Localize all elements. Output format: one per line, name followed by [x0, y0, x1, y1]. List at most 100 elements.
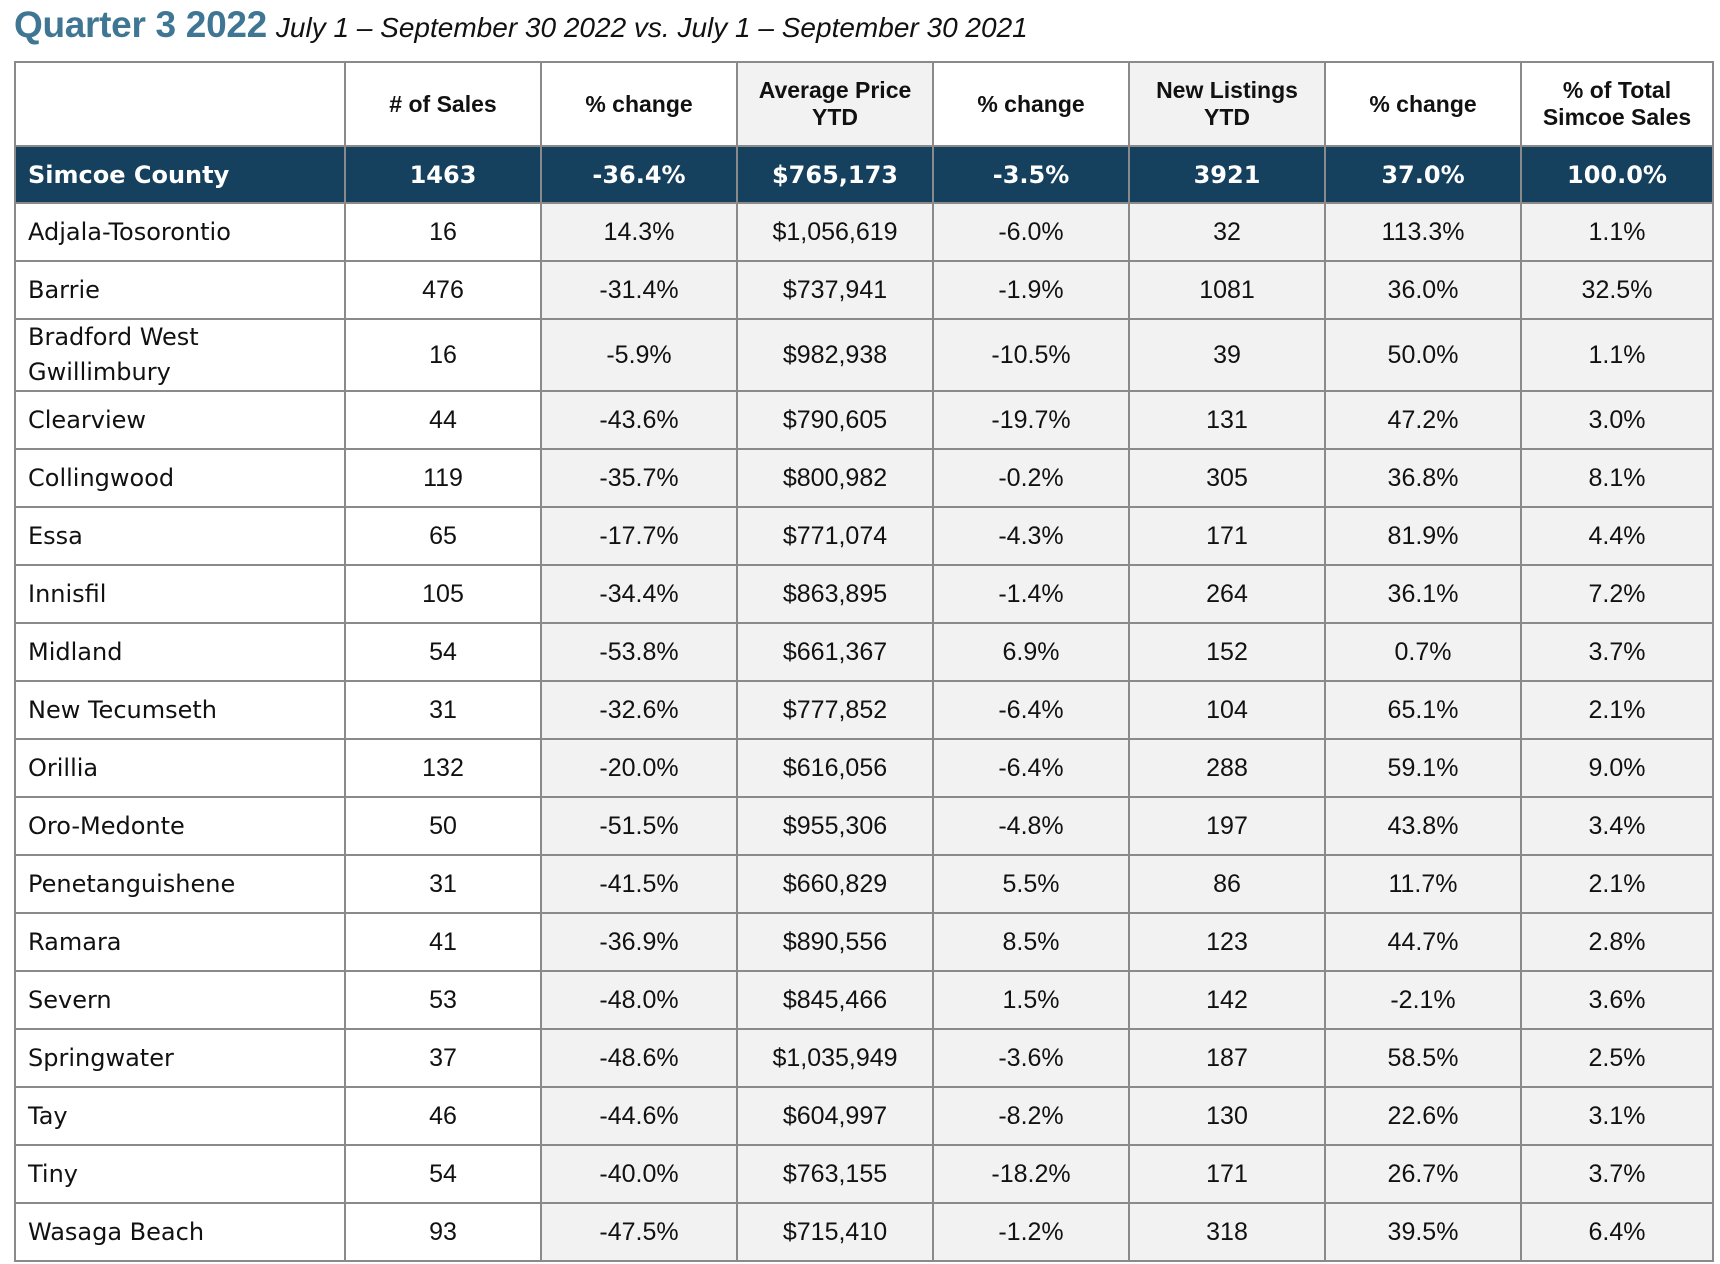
cell-price-change: 6.9% [932, 622, 1130, 682]
cell-listings: 131 [1128, 390, 1326, 450]
cell-listings: 130 [1128, 1086, 1326, 1146]
cell-listings: 123 [1128, 912, 1326, 972]
table-row: Adjala-Tosorontio 16 14.3% $1,056,619 -6.0% 3… [14, 202, 1714, 262]
cell-share: 3.1% [1520, 1086, 1714, 1146]
table-row: Wasaga Beach 93 -47.5% $715,410 -1.2% 318 39.5… [14, 1202, 1714, 1262]
cell-price-change: -0.2% [932, 448, 1130, 508]
cell-sales-change: -36.9% [540, 912, 738, 972]
cell-sales: 93 [344, 1202, 542, 1262]
header-share-line2: Simcoe Sales [1542, 104, 1692, 130]
cell-share: 4.4% [1520, 506, 1714, 566]
cell-price-change: 1.5% [932, 970, 1130, 1030]
cell-area: Clearview [14, 390, 346, 450]
cell-sales-change: -17.7% [540, 506, 738, 566]
cell-avg-price: $737,941 [736, 260, 934, 320]
table-body: Simcoe County 1463 -36.4% $765,173 -3.5%… [14, 145, 1714, 1262]
cell-area: Bradford West Gwillimbury [14, 318, 346, 392]
cell-share: 9.0% [1520, 738, 1714, 798]
header-avg-price-line1: Average Price [758, 77, 912, 103]
table-row: Orillia 132 -20.0% $616,056 -6.4% 288 59.1% 9.0… [14, 738, 1714, 798]
table-row: Midland 54 -53.8% $661,367 6.9% 152 0.7% 3.7% [14, 622, 1714, 682]
cell-avg-price: $800,982 [736, 448, 934, 508]
cell-area: New Tecumseth [14, 680, 346, 740]
cell-area: Penetanguishene [14, 854, 346, 914]
cell-share: 3.4% [1520, 796, 1714, 856]
cell-listings: 305 [1128, 448, 1326, 508]
cell-share: 32.5% [1520, 260, 1714, 320]
cell-listings: 171 [1128, 1144, 1326, 1204]
table-row: Severn 53 -48.0% $845,466 1.5% 142 -2.1% 3.6% [14, 970, 1714, 1030]
cell-listings: 1081 [1128, 260, 1326, 320]
header-share-line1: % of Total [1562, 77, 1672, 103]
header-price-change: % change [932, 61, 1130, 147]
sales-statistics-table: # of Sales % change Average Price YTD % … [14, 61, 1714, 1262]
cell-listings: 318 [1128, 1202, 1326, 1262]
table-row: Collingwood 119 -35.7% $800,982 -0.2% 305 36.8… [14, 448, 1714, 508]
report-title: Quarter 3 2022 [14, 4, 267, 45]
cell-area: Tay [14, 1086, 346, 1146]
table-row: Ramara 41 -36.9% $890,556 8.5% 123 44.7% 2.8% [14, 912, 1714, 972]
cell-listings: 288 [1128, 738, 1326, 798]
cell-sales-change: -51.5% [540, 796, 738, 856]
cell-area: Tiny [14, 1144, 346, 1204]
table-row: Essa 65 -17.7% $771,074 -4.3% 171 81.9% 4.4% [14, 506, 1714, 566]
table-row: Bradford West Gwillimbury 16 -5.9% $982,938… [14, 318, 1714, 392]
cell-sales: 16 [344, 202, 542, 262]
cell-area: Innisfil [14, 564, 346, 624]
cell-avg-price: $863,895 [736, 564, 934, 624]
county-sales-change: -36.4% [540, 145, 738, 204]
cell-area: Adjala-Tosorontio [14, 202, 346, 262]
cell-avg-price: $661,367 [736, 622, 934, 682]
cell-avg-price: $1,056,619 [736, 202, 934, 262]
cell-share: 6.4% [1520, 1202, 1714, 1262]
cell-avg-price: $790,605 [736, 390, 934, 450]
cell-price-change: -3.6% [932, 1028, 1130, 1088]
cell-sales: 50 [344, 796, 542, 856]
cell-share: 1.1% [1520, 202, 1714, 262]
cell-sales: 16 [344, 318, 542, 392]
cell-share: 2.1% [1520, 854, 1714, 914]
cell-share: 3.0% [1520, 390, 1714, 450]
cell-listings-change: 81.9% [1324, 506, 1522, 566]
cell-area: Springwater [14, 1028, 346, 1088]
cell-listings: 104 [1128, 680, 1326, 740]
cell-listings-change: 113.3% [1324, 202, 1522, 262]
cell-avg-price: $660,829 [736, 854, 934, 914]
cell-listings: 86 [1128, 854, 1326, 914]
cell-listings: 152 [1128, 622, 1326, 682]
cell-listings-change: 65.1% [1324, 680, 1522, 740]
cell-area: Ramara [14, 912, 346, 972]
table-row: Springwater 37 -48.6% $1,035,949 -3.6% 187 58.… [14, 1028, 1714, 1088]
cell-listings-change: 11.7% [1324, 854, 1522, 914]
cell-avg-price: $763,155 [736, 1144, 934, 1204]
cell-avg-price: $890,556 [736, 912, 934, 972]
header-new-listings-line1: New Listings [1156, 77, 1298, 103]
report-heading: Quarter 3 2022 July 1 – September 30 202… [14, 4, 1028, 54]
cell-listings: 187 [1128, 1028, 1326, 1088]
county-listings: 3921 [1128, 145, 1326, 204]
county-price-change: -3.5% [932, 145, 1130, 204]
cell-listings-change: 59.1% [1324, 738, 1522, 798]
header-avg-price-line2: YTD [812, 104, 858, 130]
cell-sales: 54 [344, 1144, 542, 1204]
county-listings-change: 37.0% [1324, 145, 1522, 204]
cell-area: Orillia [14, 738, 346, 798]
cell-listings: 39 [1128, 318, 1326, 392]
cell-sales-change: -53.8% [540, 622, 738, 682]
cell-sales: 476 [344, 260, 542, 320]
cell-area: Oro-Medonte [14, 796, 346, 856]
header-listings-change: % change [1324, 61, 1522, 147]
cell-sales: 105 [344, 564, 542, 624]
cell-sales-change: -31.4% [540, 260, 738, 320]
cell-sales-change: -32.6% [540, 680, 738, 740]
cell-area: Essa [14, 506, 346, 566]
cell-listings: 171 [1128, 506, 1326, 566]
table-row: Tay 46 -44.6% $604,997 -8.2% 130 22.6% 3.1% [14, 1086, 1714, 1146]
cell-listings-change: 43.8% [1324, 796, 1522, 856]
cell-price-change: 8.5% [932, 912, 1130, 972]
cell-sales-change: -5.9% [540, 318, 738, 392]
header-sales-change: % change [540, 61, 738, 147]
cell-area: Wasaga Beach [14, 1202, 346, 1262]
header-area [14, 61, 346, 147]
cell-sales-change: -44.6% [540, 1086, 738, 1146]
